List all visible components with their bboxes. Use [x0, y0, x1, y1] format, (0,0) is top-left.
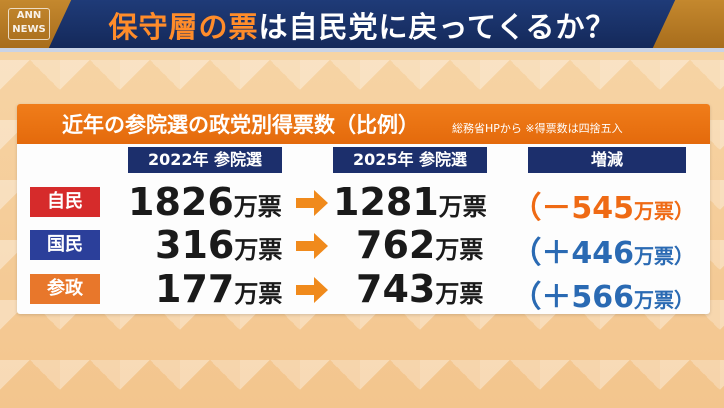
card-title: 近年の参院選の政党別得票数（比例）	[62, 113, 419, 137]
value: （＋566	[511, 280, 634, 315]
column-header-2022: 2022年 参院選	[128, 147, 282, 173]
diff-sansei: （＋566万票）	[511, 272, 694, 316]
value: 743	[356, 267, 436, 311]
arrow-right-icon	[296, 233, 328, 259]
value: （－545	[511, 191, 634, 226]
unit: 万票	[438, 193, 487, 221]
unit: 万票	[233, 193, 282, 221]
unit: 万票）	[634, 244, 694, 268]
votes-2022-kokumin: 316万票	[155, 223, 282, 267]
value: 177	[155, 267, 235, 311]
votes-2025-jimin: 1281万票	[333, 180, 487, 224]
party-label-kokumin: 国民	[30, 230, 100, 260]
unit: 万票	[234, 236, 283, 264]
value: 1281	[333, 180, 439, 224]
headline: 保守層の票は自民党に戻ってくるか？	[0, 4, 724, 46]
votes-2022-jimin: 1826万票	[128, 180, 282, 224]
card-title-bar	[17, 104, 710, 144]
diff-kokumin: （＋446万票）	[511, 228, 694, 272]
value: 762	[356, 223, 436, 267]
unit: 万票	[435, 236, 484, 264]
unit: 万票	[435, 280, 484, 308]
source-note: 総務省HPから ※得票数は四捨五入	[452, 122, 623, 135]
arrow-right-icon	[296, 190, 328, 216]
logo-text: ANN NEWS	[12, 10, 46, 35]
votes-2022-sansei: 177万票	[155, 267, 282, 311]
value: （＋446	[511, 236, 634, 271]
value: 316	[155, 223, 235, 267]
unit: 万票	[234, 280, 283, 308]
unit: 万票）	[634, 199, 694, 223]
votes-2025-sansei: 743万票	[356, 267, 483, 311]
party-label-sansei: 参政	[30, 274, 100, 304]
column-header-diff: 増減	[528, 147, 686, 173]
unit: 万票）	[634, 288, 694, 312]
ann-news-logo: ANN NEWS	[8, 8, 50, 40]
column-header-2025: 2025年 参院選	[333, 147, 487, 173]
diff-jimin: （－545万票）	[511, 183, 694, 227]
value: 1826	[128, 180, 234, 224]
party-label-jimin: 自民	[30, 187, 100, 217]
headline-accent: 保守層の票	[108, 10, 259, 44]
headline-banner: ANN NEWS 保守層の票は自民党に戻ってくるか？	[0, 0, 724, 52]
votes-2025-kokumin: 762万票	[356, 223, 483, 267]
headline-rest: は自民党に戻ってくるか？	[258, 10, 616, 44]
arrow-right-icon	[296, 277, 328, 303]
